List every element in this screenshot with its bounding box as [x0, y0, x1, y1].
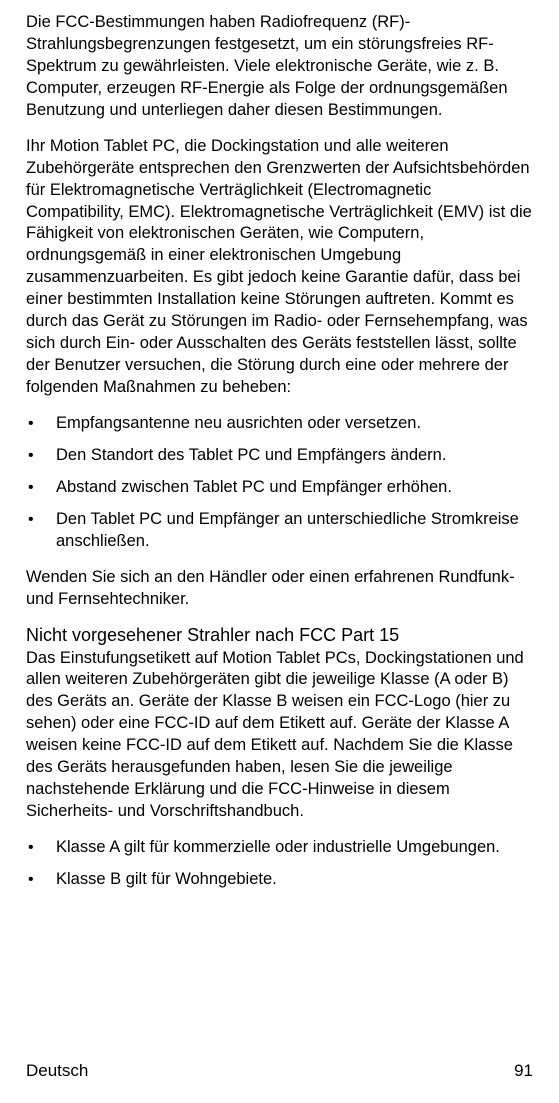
body-paragraph: Wenden Sie sich an den Händler oder eine… — [26, 567, 533, 611]
list-item: Den Standort des Tablet PC und Empfänger… — [26, 445, 533, 467]
list-item: Den Tablet PC und Empfänger an unterschi… — [26, 509, 533, 553]
list-item: Empfangsantenne neu ausrichten oder vers… — [26, 413, 533, 435]
document-page: Die FCC-Bestimmungen haben Radiofrequenz… — [0, 0, 559, 1103]
bullet-list: Klasse A gilt für kommerzielle oder indu… — [26, 837, 533, 891]
list-item: Klasse B gilt für Wohngebiete. — [26, 869, 533, 891]
bullet-list: Empfangsantenne neu ausrichten oder vers… — [26, 413, 533, 553]
page-footer: Deutsch 91 — [26, 1061, 533, 1103]
body-paragraph: Die FCC-Bestimmungen haben Radiofrequenz… — [26, 12, 533, 122]
footer-page-number: 91 — [514, 1061, 533, 1081]
page-content: Die FCC-Bestimmungen haben Radiofrequenz… — [26, 12, 533, 1061]
list-item: Abstand zwischen Tablet PC und Empfänger… — [26, 477, 533, 499]
section-heading: Nicht vorgesehener Strahler nach FCC Par… — [26, 625, 533, 646]
body-paragraph: Das Einstufungsetikett auf Motion Tablet… — [26, 648, 533, 824]
list-item: Klasse A gilt für kommerzielle oder indu… — [26, 837, 533, 859]
body-paragraph: Ihr Motion Tablet PC, die Dockingstation… — [26, 136, 533, 399]
footer-language-label: Deutsch — [26, 1061, 88, 1081]
